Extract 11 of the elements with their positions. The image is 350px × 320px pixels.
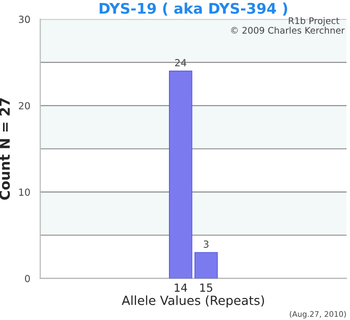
annotation: © 2009 Charles Kerchner [231, 26, 345, 34]
annotation: R1b Project [288, 17, 340, 26]
y-tick-label: 20 [18, 102, 30, 110]
y-tick-label: 10 [19, 188, 30, 196]
y-tick-label: 0 [24, 274, 30, 282]
x-axis-title: Allele Values (Repeats) [122, 295, 264, 308]
chart-title: DYS-19 ( aka DYS-394 ) [100, 2, 288, 16]
data-label: 3 [204, 240, 208, 248]
x-tick-label: 14 [174, 284, 188, 292]
y-tick-label: 30 [18, 16, 30, 24]
x-tick-label: 15 [200, 284, 212, 292]
